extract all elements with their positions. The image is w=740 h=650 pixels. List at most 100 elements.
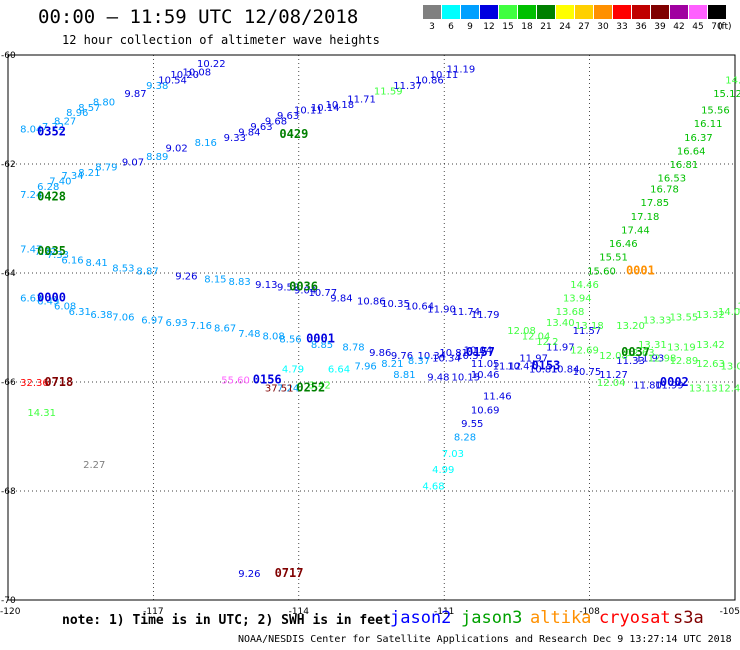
- footer-note: note: 1) Time is in UTC; 2) SWH is in fe…: [62, 613, 391, 628]
- wave-height-value: 6.63: [20, 294, 42, 305]
- wave-height-value: 12.08: [507, 326, 536, 337]
- wave-height-value: 9.48: [427, 373, 449, 384]
- wave-height-value: 10.57: [456, 351, 485, 362]
- wave-height-value: 11.80: [633, 381, 662, 392]
- wave-height-value: 8.78: [342, 343, 364, 354]
- pass-time-label: 0036: [289, 280, 318, 294]
- legend-swatch: [480, 5, 498, 19]
- wave-height-value: 10.04: [464, 345, 493, 356]
- wave-height-value: 6.64: [328, 364, 350, 375]
- wave-height-value: 10.35: [381, 299, 410, 310]
- wave-height-value: 8.21: [381, 359, 403, 370]
- wave-height-value: 10.81: [439, 348, 468, 359]
- pass-time-label: 0035: [37, 244, 66, 258]
- wave-height-value: 10.08: [182, 67, 211, 78]
- wave-height-value: 13.55: [670, 313, 699, 324]
- satellite-jason3: jason3: [461, 608, 523, 628]
- wave-height-value: 11.46: [483, 392, 512, 403]
- wave-height-value: 8.08: [262, 332, 284, 343]
- wave-height-value: 7.06: [112, 313, 134, 324]
- wave-height-value: 14.01: [718, 307, 740, 318]
- wave-height-value: 4.99: [432, 465, 454, 476]
- wave-height-value: 9.84: [238, 127, 260, 138]
- wave-height-value: 15.12: [713, 89, 740, 100]
- wave-height-value: 14.46: [570, 280, 599, 291]
- legend-swatch: [613, 5, 631, 19]
- wave-height-value: 12.08: [599, 351, 628, 362]
- wave-height-value: 13.18: [575, 321, 604, 332]
- wave-height-value: 4.79: [282, 364, 304, 375]
- legend-label: 42: [673, 22, 685, 32]
- pass-time-label: 0001: [626, 263, 655, 277]
- pass-time-label: 0717: [275, 566, 304, 580]
- wave-height-value: 9.63: [277, 111, 299, 122]
- legend-label: 30: [597, 22, 609, 32]
- wave-height-value: 12.63: [696, 359, 725, 370]
- y-tick-label: -70: [1, 596, 16, 606]
- wave-height-value: 10.69: [471, 405, 500, 416]
- wave-height-value: 10.64: [405, 302, 434, 313]
- wave-height-value: 13.03: [720, 362, 740, 373]
- wave-height-value: 11.97: [519, 353, 548, 364]
- wave-height-value: 11.71: [347, 95, 376, 106]
- wave-height-value: 6.38: [90, 310, 112, 321]
- wave-height-value: 10.86: [357, 296, 386, 307]
- pass-time-label: 0157: [466, 345, 495, 359]
- wave-height-value: 17.18: [631, 212, 660, 223]
- wave-height-value: 8.57: [78, 103, 100, 114]
- wave-height-value: 7.96: [355, 362, 377, 373]
- legend-label: 36: [635, 22, 647, 32]
- legend-swatch: [461, 5, 479, 19]
- legend-swatch: [442, 5, 460, 19]
- wave-height-value: 16.64: [677, 146, 706, 157]
- pass-time-label: 0037: [621, 345, 650, 359]
- wave-height-value: 15.51: [599, 253, 628, 264]
- wave-height-value: 17.85: [640, 198, 669, 209]
- legend-swatch: [537, 5, 555, 19]
- legend-swatch: [575, 5, 593, 19]
- wave-height-value: 10.46: [471, 370, 500, 381]
- wave-height-value: 7.24: [277, 383, 299, 394]
- wave-height-value: 14.11: [737, 302, 740, 313]
- x-tick-label: -117: [143, 607, 163, 617]
- wave-height-value: 7.48: [238, 329, 260, 340]
- y-tick-label: -62: [1, 160, 16, 170]
- wave-height-value: 14.31: [27, 408, 56, 419]
- pass-time-label: 0252: [296, 380, 325, 394]
- wave-height-value: 11.74: [451, 307, 480, 318]
- pass-time-label: 0002: [660, 375, 689, 389]
- wave-height-value: 9.13: [255, 280, 277, 291]
- wave-height-value: 10.81: [529, 364, 558, 375]
- wave-height-value: 10.34: [418, 351, 447, 362]
- wave-height-value: 10.15: [451, 373, 480, 384]
- x-tick-label: -114: [289, 607, 310, 617]
- wave-height-value: 8.67: [214, 324, 236, 335]
- wave-height-value: 12.2: [536, 337, 558, 348]
- legend-label: 21: [540, 22, 552, 32]
- wave-height-value: 10.22: [197, 59, 226, 70]
- legend-label: 27: [578, 22, 590, 32]
- wave-height-value: 2.27: [83, 460, 105, 471]
- plot-frame: [7, 54, 736, 601]
- wave-height-value: 10.20: [170, 70, 199, 81]
- wave-height-value: 13.42: [696, 340, 725, 351]
- wave-height-value: 6.16: [61, 255, 83, 266]
- wave-height-value: 6.93: [166, 318, 188, 329]
- wave-height-value: 7.22: [35, 247, 57, 258]
- legend-unit: (ft): [718, 22, 732, 32]
- chart-subtitle: 12 hour collection of altimeter wave hei…: [62, 33, 380, 47]
- wave-height-value: 8.81: [393, 370, 415, 381]
- y-tick-label: -64: [1, 269, 16, 279]
- wave-height-value: 11.19: [447, 65, 476, 76]
- legend-label: 9: [467, 22, 473, 32]
- wave-height-value: 32.36: [20, 378, 49, 389]
- satellite-jason2: jason2: [390, 608, 452, 628]
- wave-height-value: 11.57: [573, 326, 602, 337]
- wave-height-value: 11.37: [393, 81, 422, 92]
- wave-height-value: 11.99: [655, 381, 684, 392]
- wave-height-value: 9.86: [369, 348, 391, 359]
- wave-height-value: 15.56: [701, 106, 730, 117]
- wave-height-value: 8.04: [20, 125, 42, 136]
- wave-height-value: 12.47: [718, 383, 740, 394]
